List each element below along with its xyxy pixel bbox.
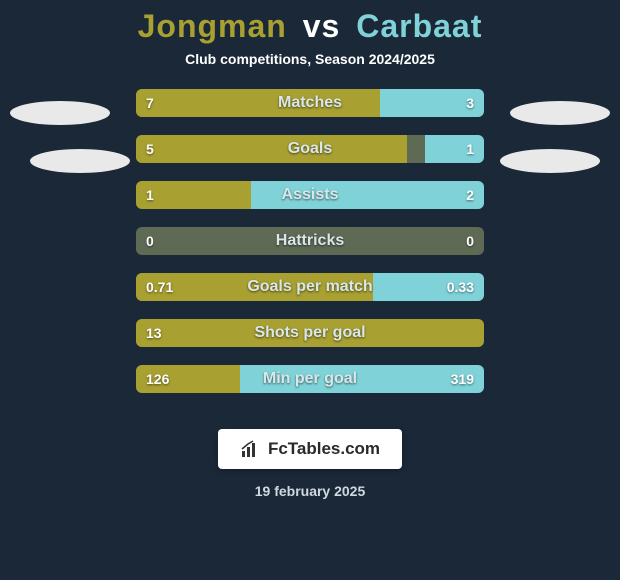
stat-value-right: 0.33	[447, 279, 474, 295]
stat-value-left: 126	[146, 371, 169, 387]
chart-icon	[240, 439, 260, 459]
stat-value-right: 2	[466, 187, 474, 203]
stat-label: Min per goal	[263, 370, 357, 388]
avatar-ellipse	[500, 149, 600, 173]
chart-area: 7 3 Matches 5 1 Goals 1 2 Assists 0 0 Hattricks 0.71…	[0, 89, 620, 409]
avatar-ellipse	[10, 101, 110, 125]
stat-row: 7 3 Matches	[136, 89, 484, 117]
stat-value-left: 0	[146, 233, 154, 249]
container: Jongman vs Carbaat Club competitions, Se…	[0, 0, 620, 580]
stat-value-left: 7	[146, 95, 154, 111]
stat-label: Hattricks	[276, 232, 344, 250]
avatar-ellipse	[510, 101, 610, 125]
page-title: Jongman vs Carbaat	[138, 8, 483, 45]
stat-row: 1 2 Assists	[136, 181, 484, 209]
stat-label: Goals per match	[247, 278, 372, 296]
stat-value-left: 13	[146, 325, 162, 341]
bar-left	[136, 89, 380, 117]
stat-value-right: 319	[451, 371, 474, 387]
stat-value-left: 5	[146, 141, 154, 157]
brand-box: FcTables.com	[218, 429, 402, 469]
stat-value-right: 0	[466, 233, 474, 249]
stat-row: 13 Shots per goal	[136, 319, 484, 347]
bar-right	[425, 135, 484, 163]
brand-text: FcTables.com	[268, 439, 380, 459]
stat-value-right: 1	[466, 141, 474, 157]
stat-value-right: 3	[466, 95, 474, 111]
stat-value-left: 0.71	[146, 279, 173, 295]
stat-row: 5 1 Goals	[136, 135, 484, 163]
stat-label: Goals	[288, 140, 332, 158]
title-player2: Carbaat	[356, 8, 482, 44]
stat-value-left: 1	[146, 187, 154, 203]
stat-label: Assists	[282, 186, 339, 204]
subtitle: Club competitions, Season 2024/2025	[185, 51, 435, 67]
title-vs: vs	[303, 8, 341, 44]
stat-rows: 7 3 Matches 5 1 Goals 1 2 Assists 0 0 Hattricks 0.71…	[136, 89, 484, 393]
stat-label: Shots per goal	[254, 324, 365, 342]
stat-label: Matches	[278, 94, 342, 112]
date-text: 19 february 2025	[255, 483, 366, 499]
stat-row: 0 0 Hattricks	[136, 227, 484, 255]
avatar-ellipse	[30, 149, 130, 173]
stat-row: 0.71 0.33 Goals per match	[136, 273, 484, 301]
title-player1: Jongman	[138, 8, 287, 44]
bar-left	[136, 135, 407, 163]
stat-row: 126 319 Min per goal	[136, 365, 484, 393]
